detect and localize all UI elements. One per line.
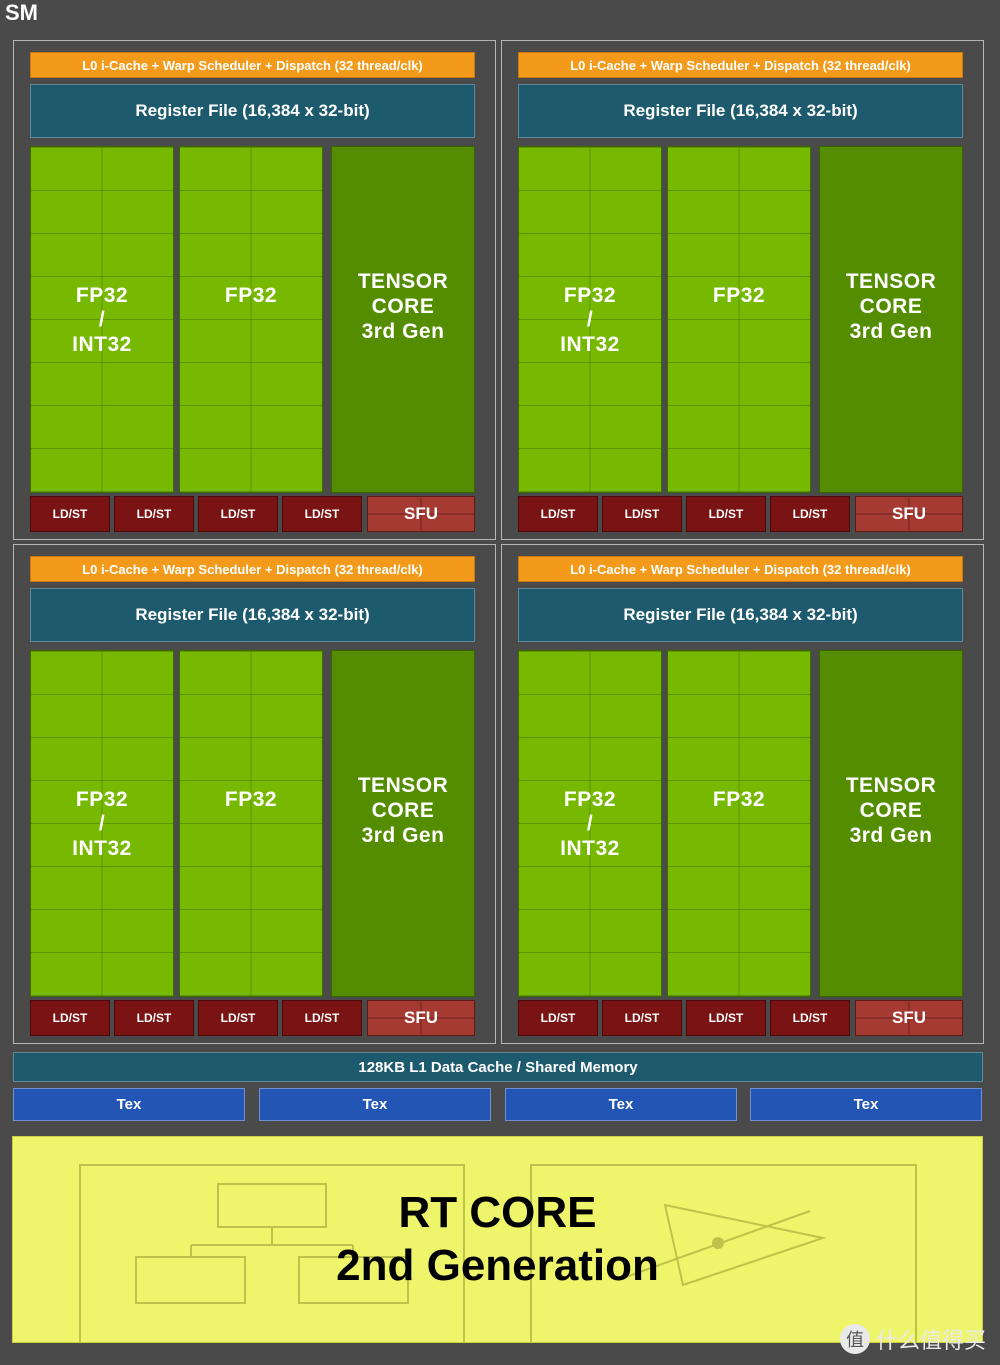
fp32-label: FP32 [712, 284, 766, 307]
ldst-unit: LD/ST [114, 1000, 194, 1036]
ldst-unit: LD/ST [770, 1000, 850, 1036]
tensor-label-line1: TENSOR [357, 774, 449, 797]
fp32-int32-label-line1: FP32 [75, 284, 129, 307]
fp32-label: FP32 [712, 788, 766, 811]
register-file: Register File (16,384 x 32-bit) [30, 588, 475, 642]
fp32-unit: FP32 [667, 146, 811, 493]
tensor-label-line3: 3rd Gen [361, 320, 445, 343]
ldst-unit: LD/ST [282, 496, 362, 532]
fp32-int32-label-line3: INT32 [72, 333, 132, 356]
fp32-int32-label-line3: INT32 [560, 837, 620, 860]
bvh-left-node [135, 1256, 246, 1304]
fp32-unit: FP32 [179, 650, 323, 997]
fp32-int32-label-line2: / [586, 812, 594, 835]
fp32-int32-label-line2: / [586, 308, 594, 331]
sm-title: SM [5, 0, 38, 25]
rt-core: RT CORE 2nd Generation [12, 1136, 983, 1343]
watermark-logo: 值 [839, 1324, 870, 1354]
fp32-int32-label-line1: FP32 [75, 788, 129, 811]
fp32-int32-unit: FP32/INT32 [30, 146, 174, 493]
bvh-right-node [298, 1256, 409, 1304]
ldst-unit: LD/ST [770, 496, 850, 532]
triangle-shape [663, 1203, 827, 1287]
fp32-int32-unit: FP32/INT32 [30, 650, 174, 997]
l0-icache-warp-scheduler: L0 i-Cache + Warp Scheduler + Dispatch (… [30, 52, 475, 78]
ray-intersection-point [712, 1237, 724, 1249]
ldst-unit: LD/ST [686, 496, 766, 532]
fp32-int32-label-line3: INT32 [72, 837, 132, 860]
rt-triangle-panel [530, 1164, 917, 1342]
tensor-label-line2: CORE [371, 295, 435, 318]
ldst-unit: LD/ST [518, 496, 598, 532]
tensor-core: TENSOR CORE 3rd Gen [331, 650, 475, 997]
fp32-unit: FP32 [179, 146, 323, 493]
tensor-label-line2: CORE [859, 799, 923, 822]
tensor-core: TENSOR CORE 3rd Gen [819, 146, 963, 493]
fp32-label: FP32 [224, 284, 278, 307]
fp32-label: FP32 [224, 788, 278, 811]
l0-icache-warp-scheduler: L0 i-Cache + Warp Scheduler + Dispatch (… [518, 556, 963, 582]
register-file: Register File (16,384 x 32-bit) [30, 84, 475, 138]
fp32-int32-unit: FP32/INT32 [518, 650, 662, 997]
l0-icache-warp-scheduler: L0 i-Cache + Warp Scheduler + Dispatch (… [518, 52, 963, 78]
l1-data-cache: 128KB L1 Data Cache / Shared Memory [13, 1052, 983, 1082]
fp32-int32-label-line3: INT32 [560, 333, 620, 356]
sfu-unit: SFU [367, 496, 475, 532]
ldst-unit: LD/ST [30, 496, 110, 532]
rt-bvh-panel [79, 1164, 465, 1342]
tex-unit: Tex [13, 1088, 245, 1121]
tensor-label-line3: 3rd Gen [849, 824, 933, 847]
ldst-unit: LD/ST [198, 496, 278, 532]
ldst-unit: LD/ST [198, 1000, 278, 1036]
ldst-unit: LD/ST [282, 1000, 362, 1036]
register-file: Register File (16,384 x 32-bit) [518, 84, 963, 138]
fp32-int32-label-line1: FP32 [563, 788, 617, 811]
ldst-unit: LD/ST [686, 1000, 766, 1036]
sfu-unit: SFU [855, 1000, 963, 1036]
rt-core-diagram [79, 1164, 917, 1342]
tensor-label-line2: CORE [859, 295, 923, 318]
tensor-core: TENSOR CORE 3rd Gen [819, 650, 963, 997]
rt-core-generation: 2nd Generation [336, 1241, 659, 1290]
tensor-label-line3: 3rd Gen [849, 320, 933, 343]
tex-unit: Tex [750, 1088, 982, 1121]
fp32-int32-label-line2: / [98, 308, 106, 331]
rt-core-title: RT CORE [398, 1188, 597, 1237]
tensor-label-line1: TENSOR [357, 270, 449, 293]
sfu-unit: SFU [367, 1000, 475, 1036]
fp32-int32-unit: FP32/INT32 [518, 146, 662, 493]
register-file: Register File (16,384 x 32-bit) [518, 588, 963, 642]
tensor-core: TENSOR CORE 3rd Gen [331, 146, 475, 493]
tensor-label-line1: TENSOR [845, 270, 937, 293]
ldst-unit: LD/ST [602, 1000, 682, 1036]
sfu-unit: SFU [855, 496, 963, 532]
ldst-unit: LD/ST [30, 1000, 110, 1036]
tex-unit: Tex [259, 1088, 491, 1121]
watermark: 值 什么值得买 [839, 1323, 986, 1355]
ldst-unit: LD/ST [518, 1000, 598, 1036]
watermark-text: 什么值得买 [875, 1328, 986, 1353]
fp32-int32-label-line2: / [98, 812, 106, 835]
ldst-unit: LD/ST [114, 496, 194, 532]
tensor-label-line1: TENSOR [845, 774, 937, 797]
tex-unit: Tex [505, 1088, 737, 1121]
tensor-label-line2: CORE [371, 799, 435, 822]
tensor-label-line3: 3rd Gen [361, 824, 445, 847]
l0-icache-warp-scheduler: L0 i-Cache + Warp Scheduler + Dispatch (… [30, 556, 475, 582]
fp32-unit: FP32 [667, 650, 811, 997]
fp32-int32-label-line1: FP32 [563, 284, 617, 307]
ldst-unit: LD/ST [602, 496, 682, 532]
